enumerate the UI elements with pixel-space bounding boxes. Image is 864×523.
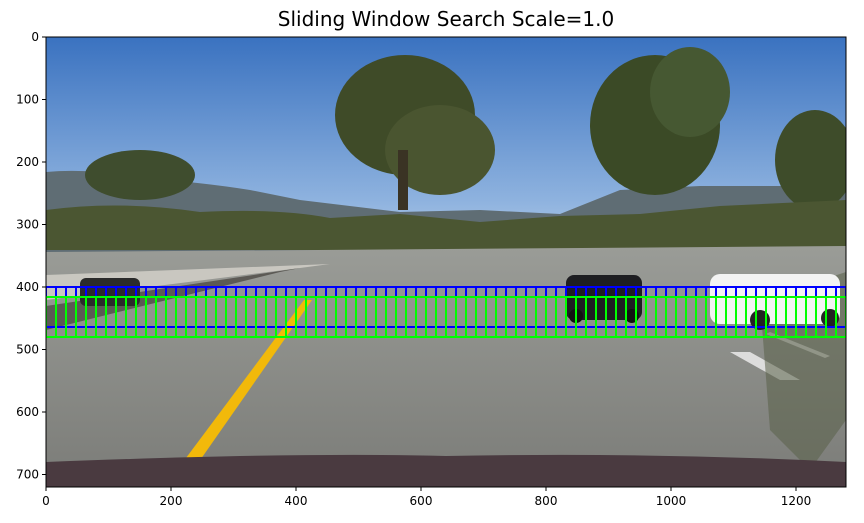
treeline <box>46 200 846 250</box>
green-windows-box-76 <box>805 296 846 338</box>
car-hood <box>46 454 846 487</box>
car-left <box>80 278 140 306</box>
y-tick-label-3: 300 <box>16 218 39 232</box>
plot-frame <box>45 36 847 488</box>
tree-far-right <box>775 110 846 210</box>
y-tick-label-0: 0 <box>31 30 39 44</box>
x-tick-label-5: 1000 <box>656 494 687 508</box>
y-tick-label-2: 200 <box>16 155 39 169</box>
x-tick-label-3: 600 <box>410 494 433 508</box>
tree-center-trunk <box>398 150 408 210</box>
road-scene-image <box>46 37 846 487</box>
lane-yellow <box>180 300 312 466</box>
y-tick-label-4: 400 <box>16 280 39 294</box>
tree-center-2 <box>385 105 495 195</box>
x-tick-label-1: 200 <box>160 494 183 508</box>
green-windows <box>46 296 846 338</box>
tree-right-2 <box>650 47 730 137</box>
axes: 0 200 400 600 800 1000 1200 0 100 200 300 400 500 600… <box>16 30 811 508</box>
y-tick-label-5: 500 <box>16 343 39 357</box>
tree-left <box>85 150 195 200</box>
x-tick-label-2: 400 <box>285 494 308 508</box>
x-tick-label-0: 0 <box>42 494 50 508</box>
sliding-windows <box>46 286 846 338</box>
y-tick-label-1: 100 <box>16 93 39 107</box>
chart-title: Sliding Window Search Scale=1.0 <box>278 7 614 31</box>
y-tick-label-6: 600 <box>16 405 39 419</box>
y-tick-label-7: 700 <box>16 468 39 482</box>
x-tick-label-4: 800 <box>535 494 558 508</box>
x-tick-label-6: 1200 <box>781 494 812 508</box>
